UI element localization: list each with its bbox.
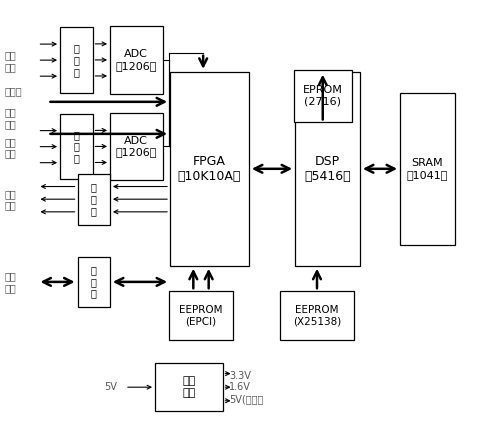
Text: 模拟
输入: 模拟 输入 (5, 137, 17, 159)
Bar (295, 72, 360, 266)
Text: 数据
输出: 数据 输出 (5, 271, 17, 293)
Bar (110, 113, 162, 180)
Bar (60, 114, 92, 179)
Text: 驱
动
器: 驱 动 器 (91, 265, 96, 298)
Text: 跟踪
命令: 跟踪 命令 (5, 107, 17, 129)
Bar (78, 174, 110, 225)
Bar (155, 363, 222, 411)
Text: EPROM
(2716): EPROM (2716) (303, 85, 343, 107)
Text: 模拟
输入: 模拟 输入 (5, 50, 17, 72)
Bar (170, 72, 249, 266)
Bar (400, 93, 455, 245)
Text: FPGA
（10K10A）: FPGA （10K10A） (178, 155, 241, 183)
Bar (60, 27, 92, 93)
Text: ADC
（1206）: ADC （1206） (116, 135, 157, 157)
Bar (280, 291, 354, 340)
Text: 1.6V: 1.6V (229, 382, 251, 392)
Bar (294, 70, 352, 122)
Text: 声速度: 声速度 (5, 86, 22, 96)
Text: 3.3V: 3.3V (229, 371, 251, 381)
Text: 故障
自检: 故障 自检 (5, 189, 17, 211)
Text: ADC
（1206）: ADC （1206） (116, 49, 157, 71)
Text: SRAM
（1041）: SRAM （1041） (407, 158, 448, 180)
Bar (78, 257, 110, 307)
Text: EEPROM
(EPCI): EEPROM (EPCI) (179, 305, 223, 326)
Text: 5V: 5V (104, 382, 118, 392)
Text: DSP
（5416）: DSP （5416） (304, 155, 351, 183)
Bar (169, 291, 233, 340)
Text: EEPROM
(X25138): EEPROM (X25138) (293, 305, 341, 326)
Text: 5V(模拟）: 5V(模拟） (229, 394, 264, 404)
Text: 隔
离
器: 隔 离 器 (74, 130, 79, 163)
Bar (110, 26, 162, 94)
Text: 驱
动
器: 驱 动 器 (91, 183, 96, 216)
Text: 隔
离
器: 隔 离 器 (74, 43, 79, 77)
Text: 电源
管理: 电源 管理 (182, 376, 196, 398)
